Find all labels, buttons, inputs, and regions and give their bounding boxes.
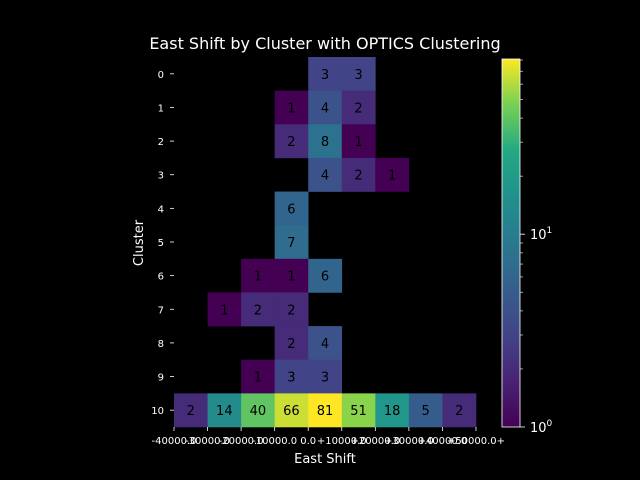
x-tick-label: +40000.0 xyxy=(418,436,468,447)
y-tick-label: 2 xyxy=(158,137,164,148)
x-tick-label: 0.0 xyxy=(300,436,316,447)
y-tick-label: 0 xyxy=(158,70,164,81)
y-tick-label: 10 xyxy=(151,406,164,417)
heatmap-cell xyxy=(241,292,275,327)
cell-value-label: 51 xyxy=(350,404,367,419)
heatmap-cell xyxy=(274,292,309,327)
colorbar-tick-label: 101 xyxy=(530,226,552,243)
heatmap-cell xyxy=(207,292,242,327)
x-tick-label: +20000.0 xyxy=(350,436,400,447)
heatmap-cell xyxy=(174,393,208,428)
cell-value-label: 4 xyxy=(321,101,329,116)
cell-value-label: 3 xyxy=(321,371,329,386)
heatmap-cell xyxy=(341,157,376,192)
heatmap-cell xyxy=(274,191,309,226)
cell-value-label: 81 xyxy=(317,404,334,419)
chart-title: East Shift by Cluster with OPTICS Cluste… xyxy=(149,34,500,53)
cell-value-label: 40 xyxy=(250,404,267,419)
y-tick-label: 6 xyxy=(158,272,164,283)
heatmap-cell xyxy=(241,258,275,293)
colorbar: 100 101 xyxy=(501,58,553,436)
y-axis-title: Cluster xyxy=(132,219,147,266)
x-axis-title: East Shift xyxy=(294,452,356,467)
heatmap-cell xyxy=(341,124,376,159)
cell-value-label: 2 xyxy=(354,169,362,184)
heatmap-cell xyxy=(274,258,309,293)
cell-value-label: 2 xyxy=(287,135,295,150)
cell-value-label: 1 xyxy=(254,371,262,386)
heatmap-cell xyxy=(408,393,443,428)
heatmap-cell xyxy=(274,393,309,428)
colorbar-tick-label: 100 xyxy=(530,419,553,436)
cell-value-label: 4 xyxy=(321,169,329,184)
heatmap-cell xyxy=(274,359,309,394)
heatmap-cell xyxy=(308,359,343,394)
y-axis-ticks: 0 1 2 3 4 5 6 7 8 9 10 xyxy=(151,70,174,417)
x-tick-label: -20000.0 xyxy=(219,436,264,447)
heatmap-cell xyxy=(308,124,343,159)
cell-value-label: 2 xyxy=(354,101,362,116)
y-tick-label: 8 xyxy=(158,339,164,350)
y-tick-label: 4 xyxy=(158,204,164,215)
x-axis-ticks: -40000.0-30000.0-20000.0-10000.0 0.0 +1000… xyxy=(152,427,505,447)
x-tick-label: -30000.0 xyxy=(185,436,230,447)
cell-value-label: 3 xyxy=(354,68,362,83)
cell-value-label: 18 xyxy=(384,404,401,419)
y-tick-label: 9 xyxy=(158,373,164,384)
cell-value-label: 1 xyxy=(287,270,295,285)
heatmap-cell xyxy=(274,225,309,260)
cell-value-label: 1 xyxy=(354,135,362,150)
cell-value-label: 3 xyxy=(287,371,295,386)
heatmap-cell xyxy=(308,157,343,192)
heatmap-cell xyxy=(308,90,343,125)
cell-value-label: 3 xyxy=(321,68,329,83)
heatmap-cell xyxy=(207,393,242,428)
y-tick-label: 5 xyxy=(158,238,164,249)
heatmap-cell xyxy=(341,57,376,91)
cell-value-label: 1 xyxy=(254,270,262,285)
heatmap-cell xyxy=(274,124,309,159)
heatmap-cell xyxy=(241,359,275,394)
y-tick-label: 1 xyxy=(158,103,164,114)
cell-value-label: 1 xyxy=(220,303,228,318)
cell-value-label: 1 xyxy=(388,169,396,184)
colorbar-gradient xyxy=(501,58,521,428)
heatmap-cell xyxy=(308,326,343,361)
cell-value-label: 2 xyxy=(287,303,295,318)
x-tick-label: -10000.0 xyxy=(252,436,297,447)
heatmap-cell xyxy=(308,57,343,91)
heatmap-cell xyxy=(274,90,309,125)
heatmap-cell xyxy=(375,157,410,192)
cell-value-label: 2 xyxy=(455,404,463,419)
heatmap-cell xyxy=(308,258,343,293)
y-tick-label: 3 xyxy=(158,171,164,182)
cell-value-label: 2 xyxy=(287,337,295,352)
heatmap-cell xyxy=(341,90,376,125)
heatmap-cell xyxy=(375,393,410,428)
x-tick-label: -40000.0 xyxy=(152,436,197,447)
heatmap-cell xyxy=(241,393,275,428)
y-tick-label: 7 xyxy=(158,305,164,316)
cell-value-label: 2 xyxy=(187,404,195,419)
cell-value-label: 7 xyxy=(287,236,295,251)
cell-value-label: 6 xyxy=(287,202,295,217)
cell-value-label: 66 xyxy=(283,404,300,419)
x-tick-label: +10000.0 xyxy=(317,436,367,447)
heatmap-cell xyxy=(341,393,376,428)
cell-value-label: 14 xyxy=(216,404,233,419)
cell-value-label: 4 xyxy=(321,337,329,352)
cell-value-label: 5 xyxy=(422,404,430,419)
cell-value-label: 1 xyxy=(287,101,295,116)
x-tick-label: +50000.0+ xyxy=(447,436,505,447)
x-tick-label: +30000.0 xyxy=(384,436,434,447)
heatmap-cell xyxy=(308,393,343,428)
cell-value-label: 6 xyxy=(321,270,329,285)
cell-value-label: 2 xyxy=(254,303,262,318)
cell-value-label: 8 xyxy=(321,135,329,150)
heatmap-cell xyxy=(442,393,477,428)
heatmap-cell xyxy=(274,326,309,361)
